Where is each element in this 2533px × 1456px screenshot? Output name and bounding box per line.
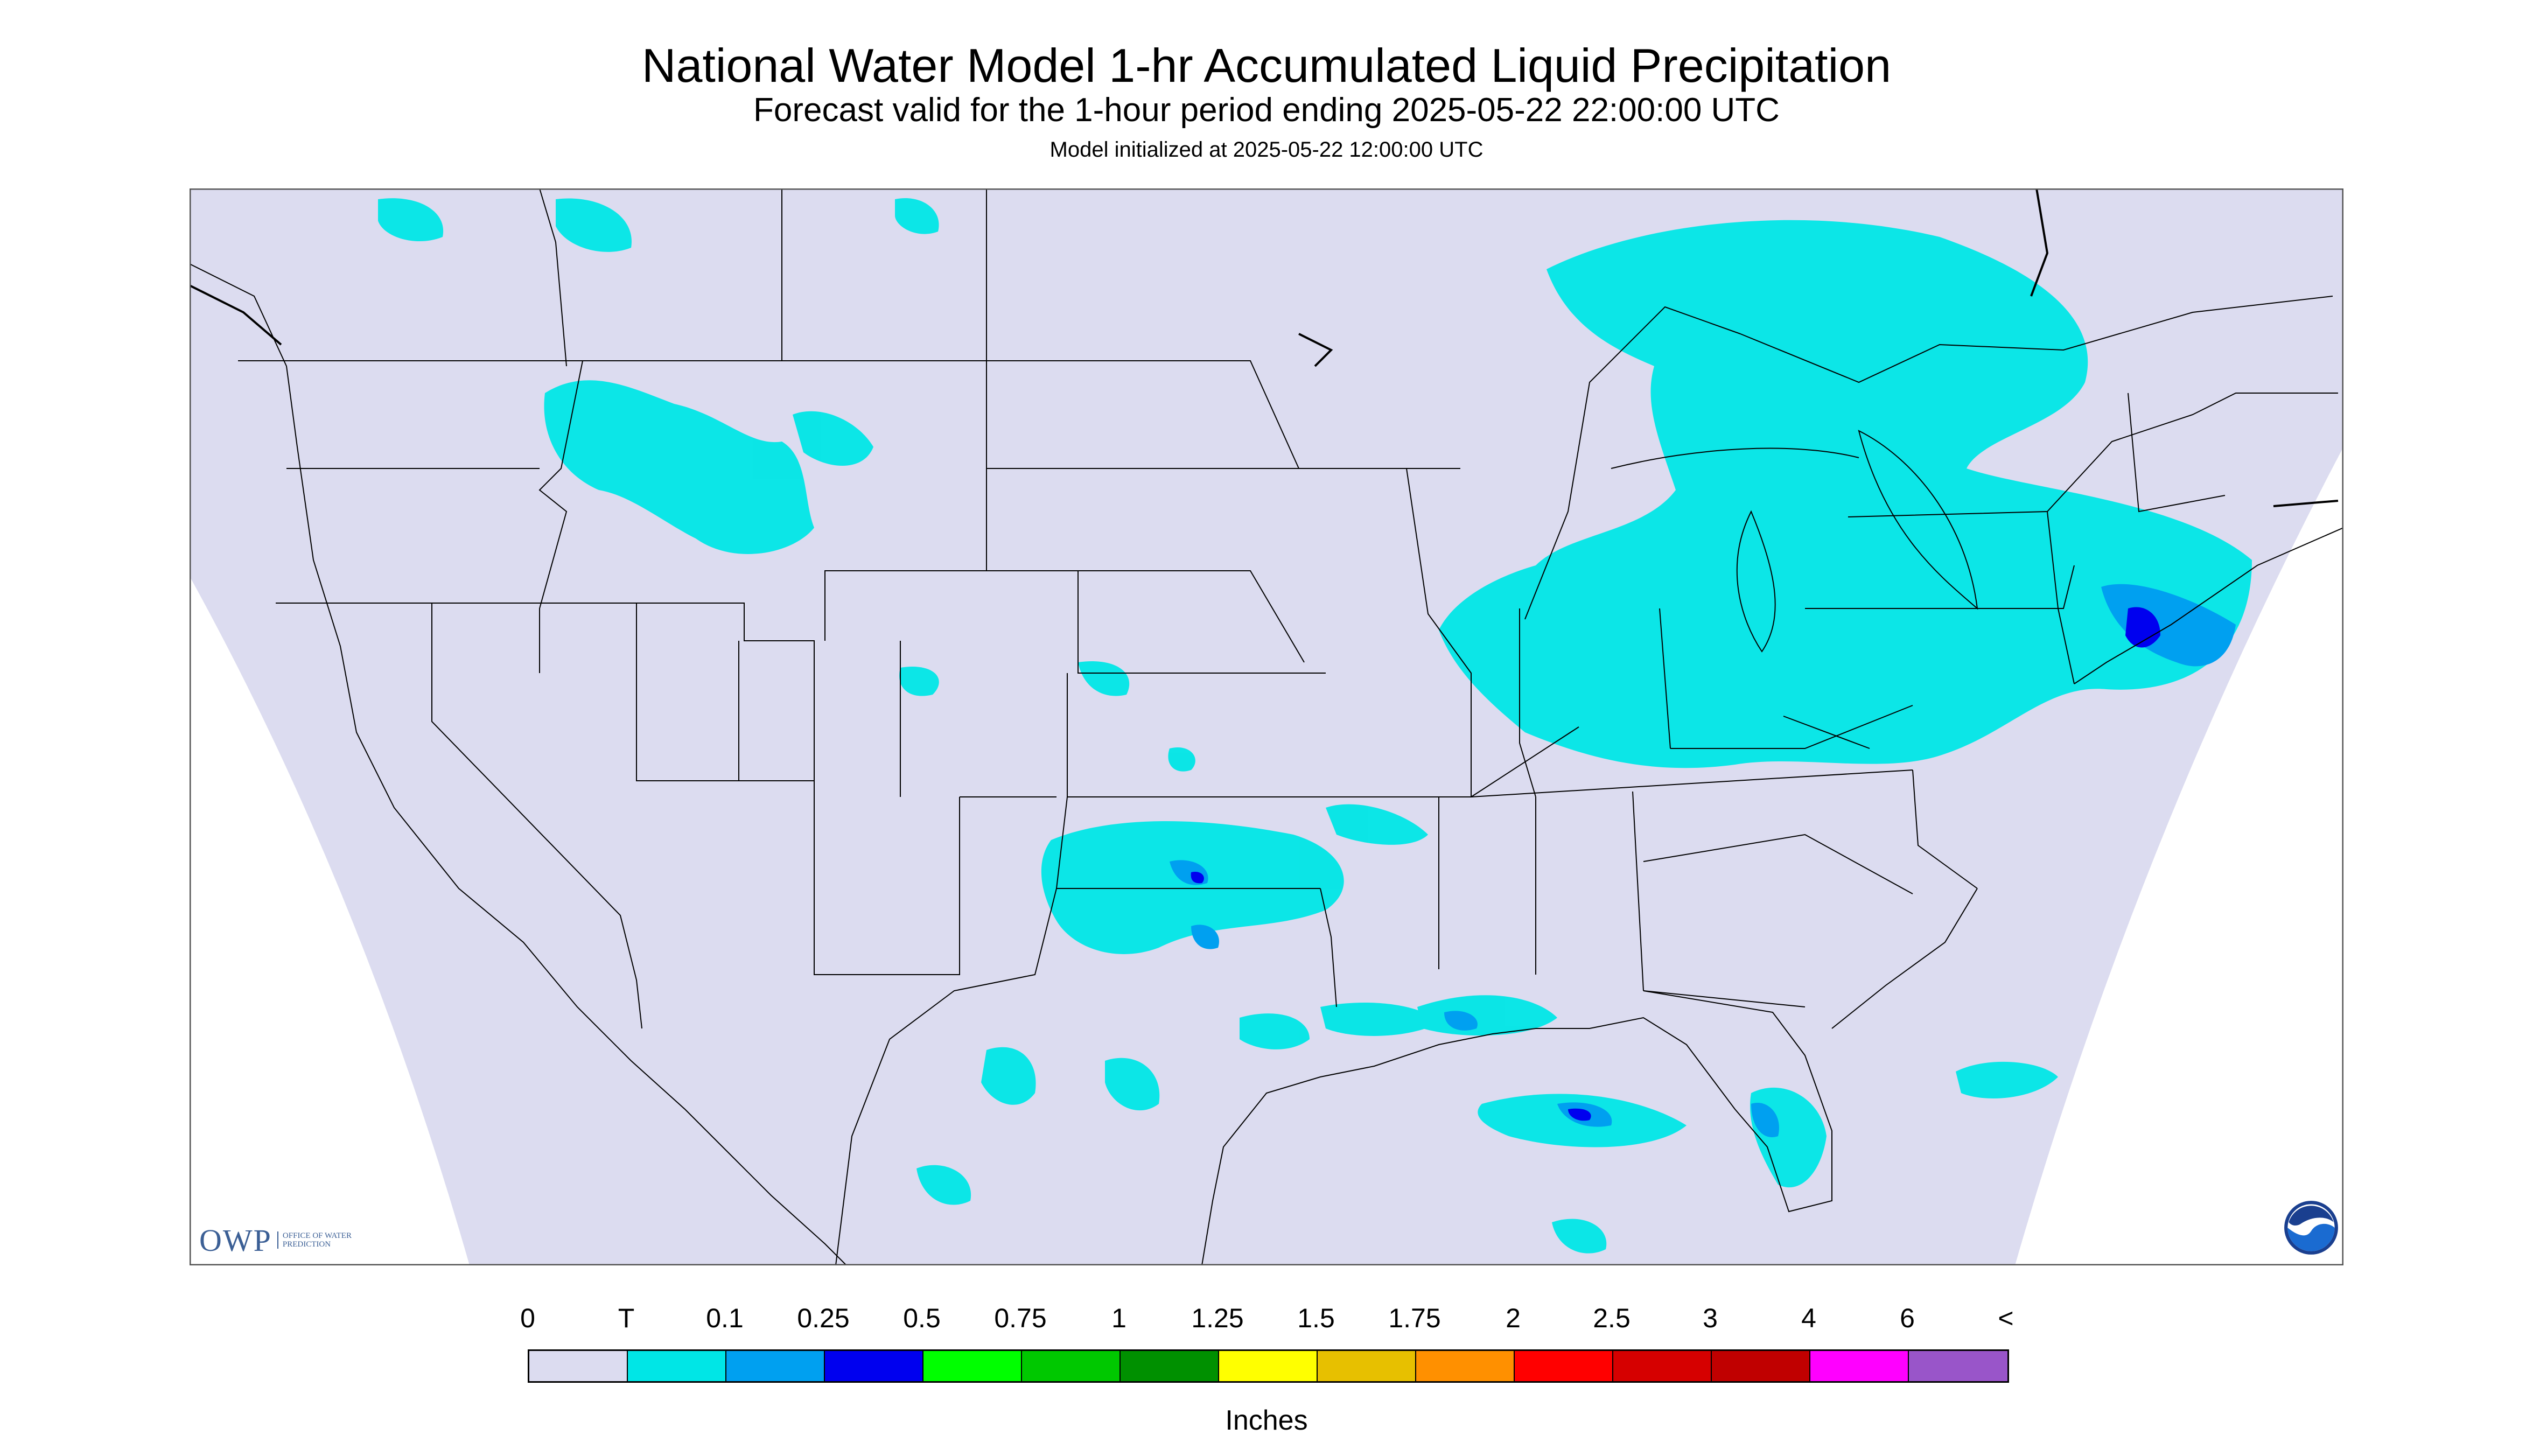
outside-domain-left (190, 576, 470, 1265)
legend-tick-label: 1.75 (1388, 1303, 1441, 1333)
legend-tick-label: 0.25 (797, 1303, 850, 1333)
owp-logo-mark: OWP (199, 1222, 272, 1258)
legend-swatch-4 (923, 1351, 1022, 1381)
legend-tick-label: 1 (1111, 1303, 1126, 1333)
legend-tick-label: 2.5 (1593, 1303, 1631, 1333)
legend-swatch-2 (726, 1351, 825, 1381)
legend-swatch-1 (628, 1351, 726, 1381)
legend-swatch-3 (825, 1351, 923, 1381)
legend-swatch-12 (1712, 1351, 1810, 1381)
precip-moderate (1191, 607, 2160, 1121)
legend-tick-label: 4 (1801, 1303, 1816, 1333)
owp-logo: OWP Office of Water Prediction (199, 1221, 353, 1259)
model-init-time: Model initialized at 2025-05-22 12:00:00… (1049, 138, 1484, 162)
legend-swatch-11 (1613, 1351, 1712, 1381)
legend-tick-label: < (1998, 1303, 2014, 1333)
legend-tick-label: 0 (520, 1303, 535, 1333)
legend-tick-label: 0.1 (706, 1303, 744, 1333)
legend-tick-label: T (618, 1303, 635, 1333)
map-title: National Water Model 1-hr Accumulated Li… (641, 39, 1892, 92)
legend-swatch-7 (1219, 1351, 1318, 1381)
legend-tick-label: 0.5 (903, 1303, 941, 1333)
legend-tick-label: 3 (1703, 1303, 1718, 1333)
noaa-logo-icon (2284, 1201, 2338, 1255)
legend-tick-label: 6 (1900, 1303, 1915, 1333)
legend-units-label: Inches (1225, 1405, 1308, 1436)
legend-swatch-9 (1416, 1351, 1515, 1381)
coast-detail (190, 188, 2339, 507)
legend-tick-label: 1.25 (1191, 1303, 1244, 1333)
legend-swatch-14 (1909, 1351, 2007, 1381)
map-border (190, 188, 2343, 1265)
legend-swatch-13 (1810, 1351, 1909, 1381)
legend-tick-label: 1.5 (1297, 1303, 1335, 1333)
precipitation-legend-bar (528, 1349, 2009, 1383)
legend-swatch-5 (1022, 1351, 1121, 1381)
map-subtitle: Forecast valid for the 1-hour period end… (753, 92, 1780, 129)
outside-domain-right (2015, 447, 2343, 1265)
political-boundaries (190, 188, 2343, 1265)
precipitation-map (190, 188, 2343, 1265)
legend-swatch-6 (1121, 1351, 1219, 1381)
legend-swatch-0 (529, 1351, 628, 1381)
legend-tick-label: 0.75 (994, 1303, 1047, 1333)
legend-swatch-8 (1318, 1351, 1416, 1381)
legend-swatch-10 (1515, 1351, 1613, 1381)
legend-tick-label: 2 (1506, 1303, 1521, 1333)
owp-logo-text: Office of Water Prediction (277, 1231, 353, 1249)
